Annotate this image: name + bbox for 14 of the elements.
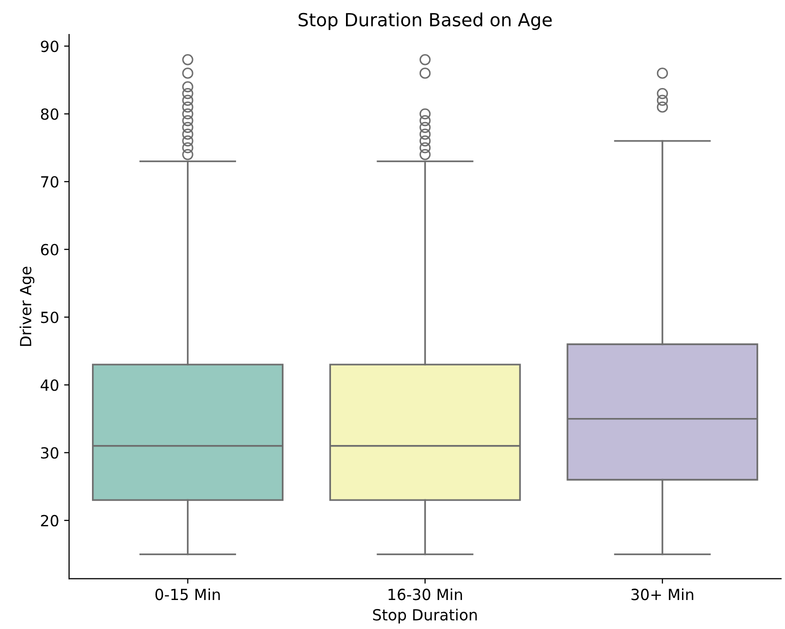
y-tick-label: 30 [41, 447, 58, 459]
x-tick-label: 30+ Min [631, 588, 694, 600]
y-tick-label: 60 [40, 244, 58, 256]
y-axis-title: Driver Age [20, 266, 34, 346]
x-axis-title: Stop Duration [373, 608, 477, 624]
y-tick-label: 70 [41, 176, 58, 188]
x-tick-label: 16-30 Min [388, 588, 462, 600]
y-tick-label: 80 [40, 108, 58, 120]
y-tick-label: 50 [41, 312, 58, 324]
y-tick-label: 20 [41, 514, 58, 526]
y-tick-label: 40 [40, 379, 58, 391]
y-tick-label: 90 [40, 40, 58, 52]
chart-title: Stop Duration Based on Age [298, 12, 552, 30]
x-tick-label: 0-15 Min [155, 588, 220, 600]
